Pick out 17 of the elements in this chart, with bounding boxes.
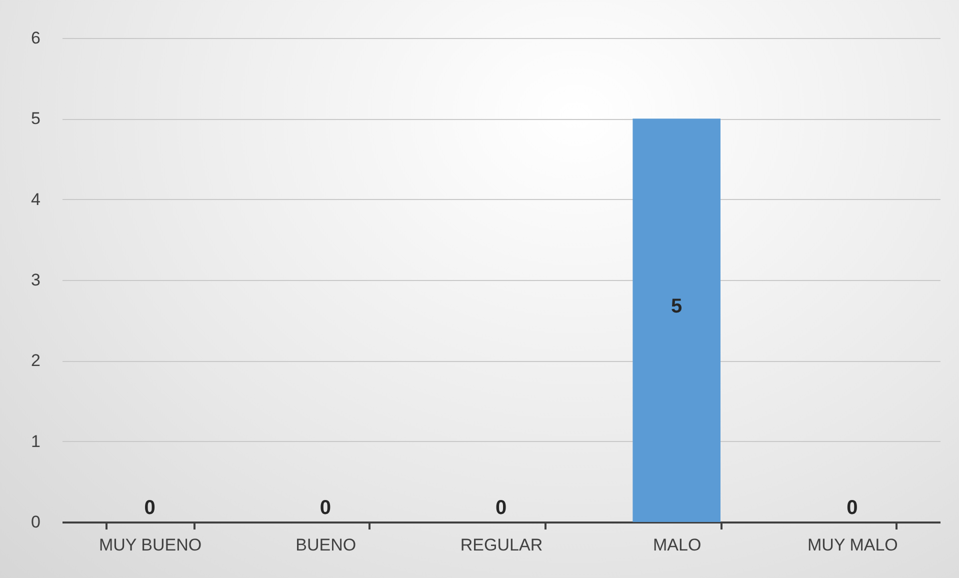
y-tick-label: 3 xyxy=(31,270,40,290)
y-tick-label: 1 xyxy=(31,432,40,451)
x-tick-label: REGULAR xyxy=(460,536,543,554)
x-tick-label: MALO xyxy=(653,536,702,554)
data-label: 0 xyxy=(144,497,156,519)
x-tick-label: MUY MALO xyxy=(808,536,898,554)
y-tick-label: 6 xyxy=(31,28,40,48)
data-label: 5 xyxy=(671,295,682,318)
y-tick-label: 4 xyxy=(31,190,40,209)
data-label: 0 xyxy=(846,497,858,519)
data-label: 0 xyxy=(320,497,331,519)
y-tick-label: 5 xyxy=(31,109,40,128)
y-tick-label: 0 xyxy=(31,512,40,532)
y-tick-label: 2 xyxy=(31,351,40,370)
x-tick-label: MUY BUENO xyxy=(98,536,202,554)
data-label: 0 xyxy=(495,497,507,519)
x-tick-label: BUENO xyxy=(296,536,356,554)
